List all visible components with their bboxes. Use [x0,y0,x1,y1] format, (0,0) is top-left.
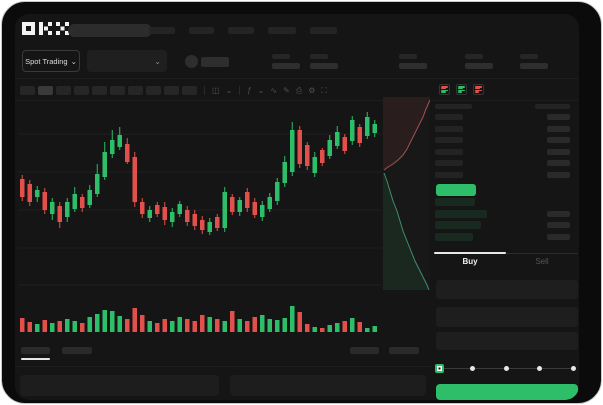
timeframe-button-10[interactable] [182,85,197,95]
stat-value-5 [520,63,548,69]
compare-icon[interactable]: ◫ [212,85,220,95]
stat-label-5 [520,54,538,59]
tab-buy[interactable]: Buy [462,257,478,266]
last-price-pill[interactable] [436,184,476,196]
screenshot-icon[interactable]: ⎙ [295,85,303,95]
orders-panel [20,375,219,396]
okx-logo [22,22,69,35]
stat-value-2 [310,63,338,69]
book-bids-icon[interactable] [456,84,467,95]
slider-stop[interactable] [570,366,576,371]
active-tab-indicator [434,252,506,254]
market-selector-label: Spot Trading [25,56,68,66]
timeframe-button-9[interactable] [164,85,179,95]
timeframe-button-7[interactable] [128,85,143,95]
ask-price-placeholder[interactable] [435,114,463,120]
stat-label-4 [465,54,483,59]
bid-amount-placeholder [547,210,570,217]
orderbook-mode-switcher [439,84,484,95]
nav-item-2[interactable] [189,27,214,34]
timeframe-button-5[interactable] [92,85,107,95]
orderbook-col-header-price [435,104,472,109]
bid-amount-placeholder [547,222,570,228]
orderbook-col-header-amount [535,104,570,109]
ask-price-placeholder[interactable] [435,125,463,132]
bottom-tab-1[interactable] [21,347,50,354]
chevron-down-icon[interactable]: ⌄ [257,85,265,95]
stat-value-4 [465,63,493,69]
volume-chart [20,306,377,332]
slider-stop[interactable] [537,366,542,371]
book-asks-icon[interactable] [473,84,484,95]
bottom-tab-underline [21,358,50,360]
chevron-down-icon: ⌄ [70,56,77,66]
ask-price-placeholder[interactable] [435,171,463,178]
indicators-icon[interactable]: ƒ [247,85,252,95]
stat-label-3 [399,54,417,59]
stat-label-1 [272,54,290,59]
bottom-tab-2[interactable] [62,347,92,354]
ask-amount-placeholder [547,137,570,143]
ask-amount-placeholder [547,148,570,155]
nav-item-3[interactable] [228,27,254,34]
line-style-icon[interactable]: ∿ [270,85,278,95]
trading-app-surface: Spot Trading ⌄ ⌄ ◫ ⌄ ƒ ⌄ ∿ ✎ ⎙ ⚙ ⛶ [15,14,579,400]
ask-amount-placeholder [547,160,570,166]
history-panel [230,375,426,396]
book-both-icon[interactable] [439,84,450,95]
market-selector-button[interactable]: Spot Trading ⌄ [22,50,80,72]
buy-submit-button[interactable] [436,384,578,400]
slider-stop[interactable] [503,366,509,371]
bid-depth-bar[interactable] [435,232,473,241]
pair-select-dropdown[interactable]: ⌄ [87,50,167,72]
pair-name-placeholder [201,57,229,67]
bottom-action-button-1[interactable] [350,347,379,354]
ask-amount-placeholder [547,171,570,178]
timeframe-button-1[interactable] [20,85,35,95]
search-input[interactable] [68,24,152,37]
depth-chart[interactable] [383,97,430,290]
ask-price-placeholder[interactable] [435,137,463,143]
timeframe-button-4[interactable] [74,85,89,95]
nav-item-5[interactable] [310,27,337,34]
tab-sell[interactable]: Sell [535,257,549,266]
bid-depth-bar[interactable] [435,221,481,229]
nav-item-4[interactable] [268,27,296,34]
slider-stop[interactable] [470,366,475,371]
draw-icon[interactable]: ✎ [283,85,290,95]
ask-price-placeholder[interactable] [435,160,463,166]
order-field-2[interactable] [436,307,578,327]
fullscreen-icon[interactable]: ⛶ [321,85,328,95]
order-field-3[interactable] [436,332,578,350]
chevron-down-icon: ⌄ [154,56,161,66]
timeframe-button-2[interactable] [38,85,53,95]
bottom-action-button-2[interactable] [389,347,419,354]
stat-label-2 [310,54,328,59]
chart-toolbar: ◫ ⌄ ƒ ⌄ ∿ ✎ ⎙ ⚙ ⛶ [20,84,330,96]
order-field-1[interactable] [436,280,578,299]
ask-amount-placeholder [547,114,570,120]
nav-item-1[interactable] [149,27,175,34]
settings-icon[interactable]: ⚙ [308,85,316,95]
ask-price-placeholder[interactable] [435,148,463,155]
slider-handle[interactable] [435,364,444,373]
bid-amount-placeholder [547,233,570,240]
timeframe-button-6[interactable] [110,85,125,95]
ask-amount-placeholder [547,125,570,132]
bid-depth-bar[interactable] [435,198,475,206]
coin-icon [185,55,198,68]
stat-value-1 [272,63,300,69]
candlestick-chart[interactable] [18,102,382,292]
bid-depth-bar[interactable] [435,209,487,218]
timeframe-button-3[interactable] [56,85,71,95]
timeframe-button-8[interactable] [146,85,161,95]
stat-value-3 [399,63,427,69]
chevron-down-icon[interactable]: ⌄ [225,85,233,95]
